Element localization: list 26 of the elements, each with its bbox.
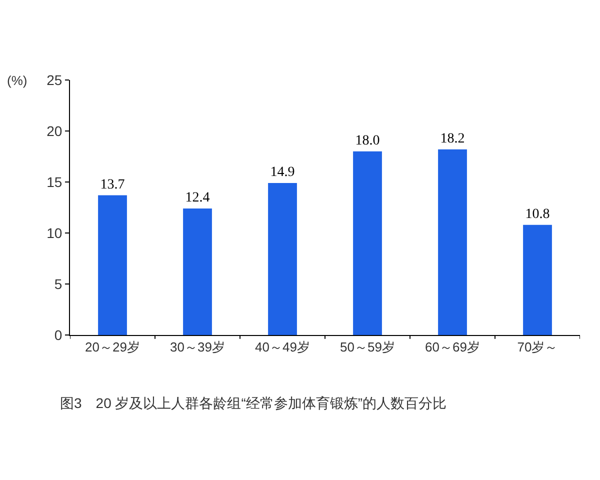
data-label: 10.8	[525, 206, 550, 222]
data-label: 18.2	[440, 131, 465, 146]
y-tick-label: 0	[54, 326, 62, 343]
y-tick-label: 5	[54, 276, 62, 292]
bar	[353, 151, 382, 335]
bar	[98, 195, 127, 335]
data-label: 13.7	[100, 177, 125, 192]
y-tick-label: 10	[46, 224, 62, 241]
text: 图3 20 岁及以上人群各龄组“经常参加体育锻炼”的人数百分比	[60, 395, 447, 412]
x-tick-label: 40～49岁	[255, 340, 310, 355]
x-tick-label: 60～69岁	[425, 340, 480, 355]
data-label: 18.0	[355, 133, 380, 148]
y-tick-label: 25	[46, 72, 62, 88]
y-tick-label: 15	[46, 174, 62, 190]
x-tick-label: 20～29岁	[85, 340, 140, 355]
x-tick-label: 30～39岁	[170, 340, 225, 355]
x-tick-label: 50～59岁	[340, 340, 395, 355]
bar	[523, 224, 552, 335]
y-axis-title: (%)	[7, 73, 28, 88]
x-tick-label: 70岁～	[517, 340, 558, 355]
data-label: 12.4	[185, 190, 210, 206]
bar	[183, 208, 212, 335]
y-tick-label: 20	[46, 122, 62, 139]
bar	[268, 183, 297, 335]
bar	[438, 149, 467, 335]
data-label: 14.9	[270, 165, 295, 180]
